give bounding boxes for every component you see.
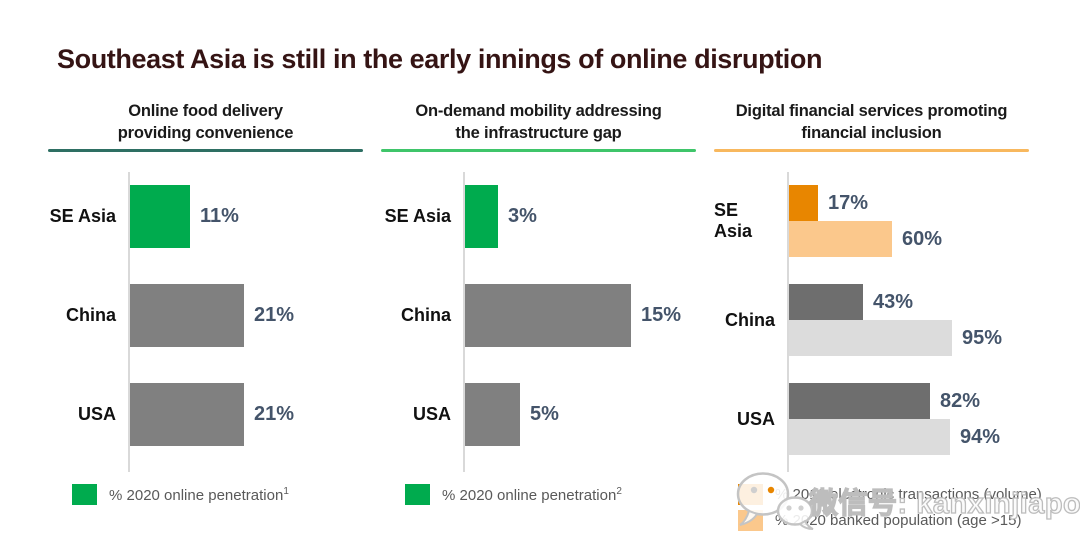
legend-swatch bbox=[738, 484, 763, 505]
category-label: USA bbox=[736, 408, 775, 429]
category-label: SE Asia bbox=[714, 200, 753, 241]
bar-value-label: 94% bbox=[960, 425, 1001, 448]
bar-value-label: 21% bbox=[254, 403, 295, 425]
legend: % 2019 electronic transactions (volume) … bbox=[738, 484, 1042, 531]
bar-value-label: 95% bbox=[962, 326, 1003, 349]
panel-title-line2: providing convenience bbox=[117, 124, 294, 142]
bar bbox=[789, 221, 892, 257]
legend-item: % 2019 electronic transactions (volume) bbox=[738, 484, 1042, 505]
bar-value-label: 11% bbox=[200, 205, 239, 227]
bar-value-label: 5% bbox=[530, 403, 559, 425]
chart-panel-food-delivery: Online food delivery providing convenien… bbox=[48, 100, 363, 540]
axis-line bbox=[463, 172, 465, 472]
legend-swatch bbox=[405, 484, 430, 505]
legend-label: % 2020 banked population (age >15) bbox=[775, 512, 1022, 529]
legend: % 2020 online penetration2 bbox=[405, 484, 622, 505]
panel-title-line2: the infrastructure gap bbox=[455, 124, 622, 142]
panel-title-line1: Digital financial services promoting bbox=[735, 102, 1008, 120]
bar bbox=[465, 383, 520, 446]
chart-panel-financial-services: Digital financial services promoting fin… bbox=[714, 100, 1042, 540]
bar bbox=[130, 185, 190, 248]
legend-label: % 2020 online penetration2 bbox=[442, 485, 622, 504]
bar-plot: SE Asia 17% 60% China 43% 95% USA 82% 94% bbox=[714, 172, 1029, 472]
legend-label: % 2020 online penetration1 bbox=[109, 485, 289, 504]
panel-accent-underline bbox=[381, 149, 696, 152]
bar bbox=[130, 284, 244, 347]
panel-accent-underline bbox=[48, 149, 363, 152]
bar-value-label: 3% bbox=[508, 205, 537, 227]
bar bbox=[789, 320, 952, 356]
legend-item: % 2020 online penetration2 bbox=[405, 484, 622, 505]
bar-value-label: 43% bbox=[873, 290, 914, 313]
bar-value-label: 15% bbox=[641, 304, 682, 326]
category-label: SE Asia bbox=[384, 206, 451, 226]
legend-item: % 2020 banked population (age >15) bbox=[738, 510, 1042, 531]
bar bbox=[789, 419, 950, 455]
bar bbox=[789, 185, 818, 221]
bar-value-label: 21% bbox=[254, 304, 295, 326]
bar-plot: SE Asia 3% China 15% USA 5% bbox=[381, 172, 696, 472]
panel-accent-underline bbox=[714, 149, 1029, 152]
panel-title: Online food delivery providing convenien… bbox=[48, 100, 363, 144]
axis-line bbox=[128, 172, 130, 472]
bar bbox=[130, 383, 244, 446]
legend-item: % 2020 online penetration1 bbox=[72, 484, 289, 505]
legend-label: % 2019 electronic transactions (volume) bbox=[775, 486, 1042, 503]
panel-title-line2: financial inclusion bbox=[801, 124, 942, 142]
bar-value-label: 60% bbox=[902, 227, 943, 250]
category-label: SE Asia bbox=[49, 206, 116, 226]
bar-plot: SE Asia 11% China 21% USA 21% bbox=[48, 172, 363, 472]
bar-value-label: 17% bbox=[828, 191, 869, 214]
legend: % 2020 online penetration1 bbox=[72, 484, 289, 505]
bar-value-label: 82% bbox=[940, 389, 981, 412]
category-label: USA bbox=[412, 404, 451, 424]
category-label: China bbox=[65, 305, 116, 325]
panel-title-line1: Online food delivery bbox=[128, 102, 283, 120]
legend-swatch bbox=[738, 510, 763, 531]
bar bbox=[789, 383, 930, 419]
bar bbox=[465, 284, 631, 347]
axis-line bbox=[787, 172, 789, 472]
chart-panel-mobility: On-demand mobility addressing the infras… bbox=[381, 100, 696, 540]
bar bbox=[465, 185, 498, 248]
panel-title: Digital financial services promoting fin… bbox=[714, 100, 1029, 144]
category-label: USA bbox=[77, 404, 116, 424]
legend-swatch bbox=[72, 484, 97, 505]
bar bbox=[789, 284, 863, 320]
category-label: China bbox=[400, 305, 451, 325]
panel-title-line1: On-demand mobility addressing bbox=[415, 102, 662, 120]
page-title: Southeast Asia is still in the early inn… bbox=[57, 44, 823, 75]
category-label: China bbox=[724, 309, 775, 330]
panel-title: On-demand mobility addressing the infras… bbox=[381, 100, 696, 144]
